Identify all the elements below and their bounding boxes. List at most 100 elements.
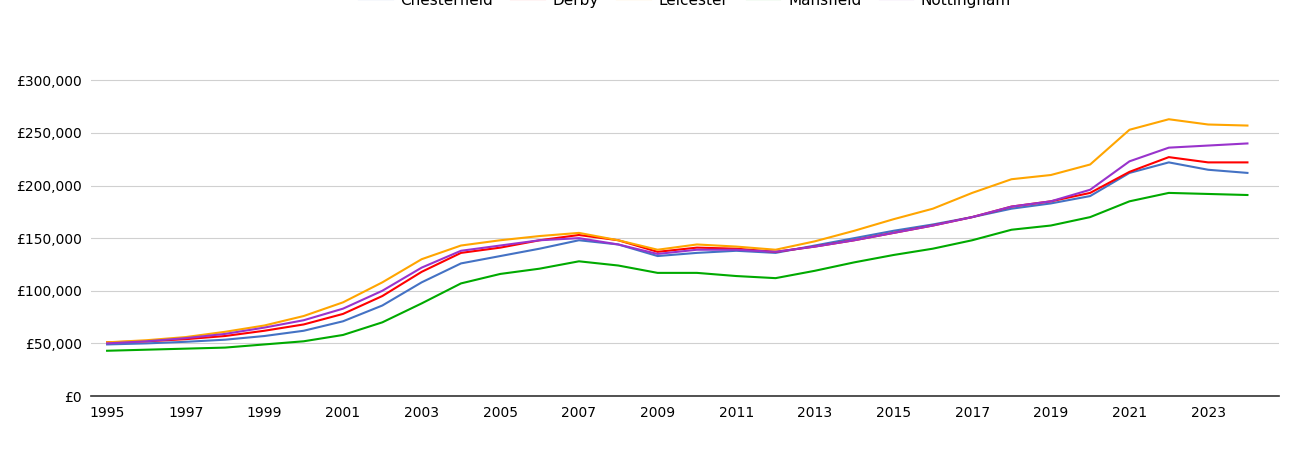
Chesterfield [1121,170,1137,176]
Derby [1082,190,1098,196]
Mansfield [335,332,351,338]
Mansfield [257,342,273,347]
Mansfield [532,266,548,271]
Nottingham [1201,143,1216,148]
Derby [414,269,429,274]
Leicester [492,238,508,243]
Nottingham [572,235,587,241]
Mansfield [925,246,941,252]
Chesterfield [886,228,902,234]
Mansfield [847,260,863,265]
Derby [1161,154,1177,160]
Derby [925,223,941,228]
Derby [453,250,468,256]
Mansfield [414,301,429,306]
Derby [650,249,666,255]
Nottingham [886,230,902,236]
Chesterfield [1082,194,1098,199]
Nottingham [728,247,744,252]
Leicester [847,228,863,234]
Derby [806,244,822,249]
Derby [572,232,587,238]
Leicester [728,244,744,249]
Nottingham [1161,145,1177,150]
Leicester [414,256,429,262]
Mansfield [886,252,902,258]
Leicester [177,334,193,340]
Nottingham [1240,141,1255,146]
Chesterfield [728,248,744,253]
Leicester [217,329,232,334]
Mansfield [689,270,705,275]
Leicester [1043,172,1058,178]
Nottingham [375,288,390,293]
Leicester [335,300,351,305]
Mansfield [375,320,390,325]
Nottingham [177,335,193,341]
Mansfield [611,263,626,268]
Nottingham [99,341,115,346]
Chesterfield [611,242,626,247]
Mansfield [1004,227,1019,233]
Leicester [611,238,626,243]
Chesterfield [257,333,273,339]
Derby [375,293,390,299]
Leicester [572,230,587,236]
Leicester [767,247,783,252]
Chesterfield [177,339,193,345]
Chesterfield [453,261,468,266]
Derby [492,245,508,250]
Chesterfield [806,243,822,248]
Nottingham [414,265,429,270]
Leicester [532,234,548,239]
Nottingham [689,247,705,252]
Derby [1201,160,1216,165]
Derby [217,333,232,339]
Derby [1121,169,1137,175]
Mansfield [99,348,115,353]
Derby [611,238,626,243]
Chesterfield [335,319,351,324]
Nottingham [806,244,822,249]
Nottingham [532,238,548,243]
Nottingham [847,238,863,243]
Mansfield [217,345,232,350]
Chesterfield [1043,201,1058,206]
Mansfield [1161,190,1177,196]
Derby [847,238,863,243]
Derby [177,337,193,342]
Leicester [257,323,273,328]
Mansfield [138,347,154,352]
Mansfield [492,271,508,277]
Nottingham [767,249,783,255]
Derby [689,245,705,250]
Mansfield [1043,223,1058,228]
Mansfield [453,281,468,286]
Leicester [925,206,941,211]
Leicester [138,338,154,343]
Leicester [1121,127,1137,132]
Leicester [650,247,666,252]
Nottingham [217,331,232,337]
Nottingham [650,251,666,256]
Leicester [99,340,115,345]
Leicester [1201,122,1216,127]
Nottingham [611,242,626,247]
Nottingham [492,243,508,248]
Chesterfield [650,253,666,259]
Chesterfield [572,238,587,243]
Chesterfield [375,303,390,308]
Derby [1240,160,1255,165]
Nottingham [1082,187,1098,193]
Derby [964,214,980,220]
Nottingham [1121,159,1137,164]
Nottingham [453,248,468,253]
Line: Chesterfield: Chesterfield [107,162,1248,344]
Chesterfield [414,279,429,285]
Mansfield [572,259,587,264]
Mansfield [177,346,193,351]
Nottingham [335,306,351,311]
Nottingham [964,214,980,220]
Derby [138,338,154,344]
Derby [532,238,548,243]
